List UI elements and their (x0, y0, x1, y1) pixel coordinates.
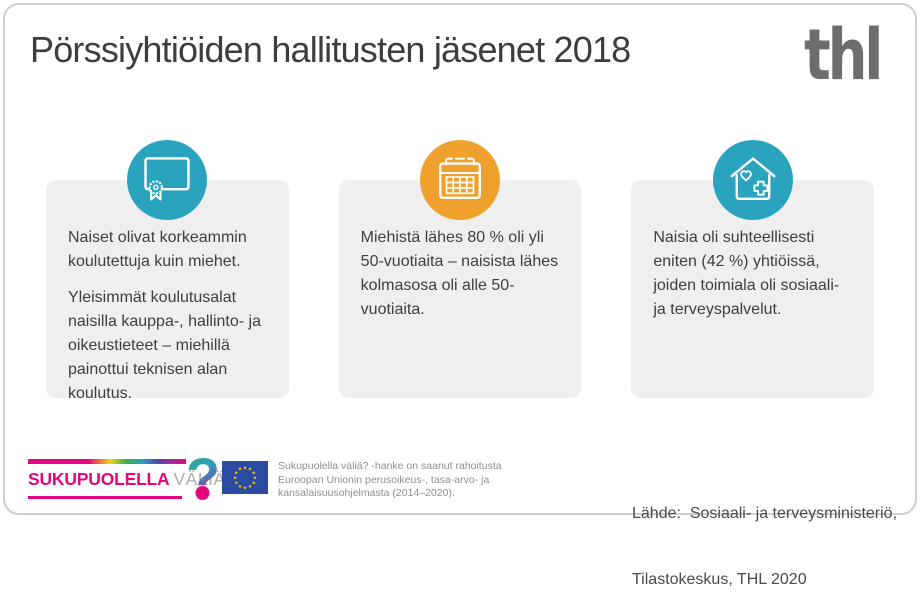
svg-text:?: ? (186, 451, 220, 509)
eu-funding-line-2: Euroopan Unionin perusoikeus-, tasa-arvo… (278, 473, 490, 486)
svg-text:★: ★ (251, 470, 256, 476)
card-education: Naiset olivat korkeammin koulutettuja ku… (46, 140, 289, 402)
svg-text:★: ★ (243, 465, 248, 471)
eu-funding-line-1: Sukupuolella väliä? -hanke on saanut rah… (278, 460, 502, 472)
svg-text:★: ★ (238, 484, 243, 490)
card-sector-text: Naisia oli suhteellisesti eniten (42 %) … (631, 180, 874, 322)
card-age-paragraph-1: Miehistä lähes 80 % oli yli 50-vuotiaita… (360, 229, 559, 318)
svg-text:★: ★ (248, 467, 253, 473)
source-text: Lähde: Sosiaali- ja terveysministeriö, T… (632, 459, 897, 613)
svg-text:★: ★ (248, 484, 253, 490)
svg-text:★: ★ (238, 467, 243, 473)
pink-underline (28, 496, 182, 499)
card-sector: Naisia oli suhteellisesti eniten (42 %) … (631, 140, 875, 398)
card-age: Miehistä lähes 80 % oli yli 50-vuotiaita… (338, 140, 582, 398)
card-education-text: Naiset olivat korkeammin koulutettuja ku… (46, 180, 289, 406)
page-title: Pörssiyhtiöiden hallitusten jäsenet 2018 (30, 29, 631, 70)
house-health-badge (712, 140, 793, 220)
card-education-paragraph-1: Naiset olivat korkeammin koulutettuja ku… (68, 229, 247, 270)
cards-row: Naiset olivat korkeammin koulutettuja ku… (46, 140, 875, 402)
eu-flag-icon: ★ ★ ★ ★ ★ ★ ★ ★ ★ ★ ★ ★ (222, 461, 268, 494)
card-education-paragraph-2: Yleisimmät koulutusalat naisilla kauppa-… (68, 289, 261, 402)
certificate-badge (127, 140, 208, 220)
svg-text:★: ★ (234, 480, 239, 486)
svg-text:★: ★ (253, 475, 258, 481)
certificate-icon (139, 153, 195, 208)
card-age-text: Miehistä lähes 80 % oli yli 50-vuotiaita… (339, 180, 582, 322)
source-line-1: Lähde: Sosiaali- ja terveysministeriö, (632, 505, 898, 522)
card-sector-paragraph-1: Naisia oli suhteellisesti eniten (42 %) … (653, 229, 840, 318)
svg-text:★: ★ (251, 480, 256, 486)
calendar-icon (433, 152, 487, 209)
svg-text:★: ★ (234, 470, 239, 476)
rainbow-bar (28, 459, 186, 464)
wordmark-part-2: VÄLIÄ (173, 469, 226, 489)
calendar-badge (420, 140, 500, 220)
wordmark-part-1: SUKUPUOLELLA (28, 469, 170, 489)
svg-text:★: ★ (233, 475, 238, 481)
question-mark-icon: ? (186, 446, 220, 514)
svg-text:★: ★ (243, 485, 248, 491)
house-health-icon (725, 153, 781, 208)
eu-funding-line-3: kansalaisuusohjelmasta (2014–2020). (278, 487, 455, 499)
sukupuolella-valia-logo: SUKUPUOLELLA VÄLIÄ ? (28, 446, 225, 510)
source-line-2: Tilastokeskus, THL 2020 (632, 571, 807, 588)
thl-logo: thl (803, 14, 883, 96)
sukupuolella-valia-wordmark: SUKUPUOLELLA VÄLIÄ (28, 469, 226, 490)
eu-funding-text: Sukupuolella väliä? -hanke on saanut rah… (278, 460, 502, 501)
